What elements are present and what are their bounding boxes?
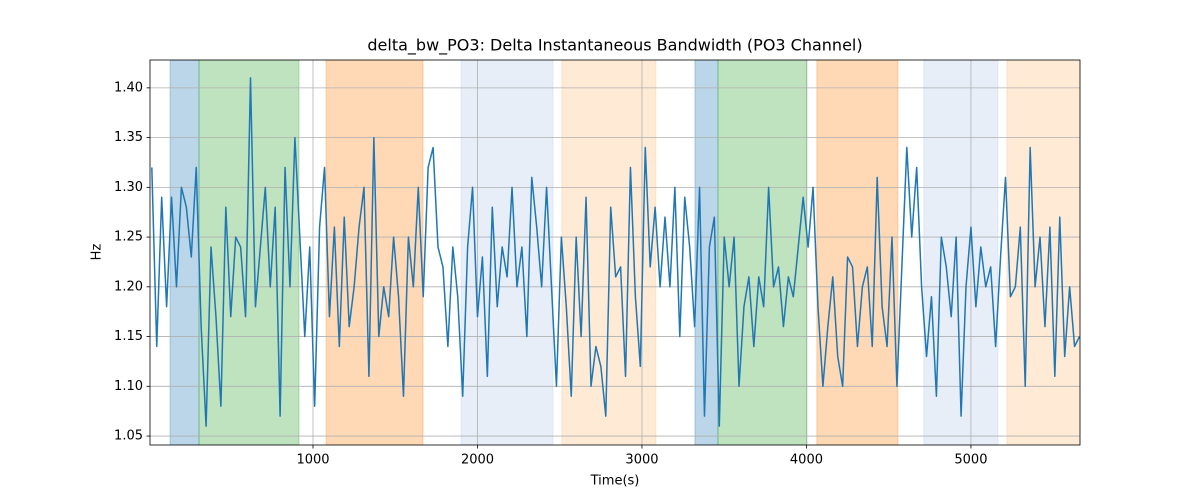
y-tick-label: 1.25	[114, 230, 143, 245]
highlight-span	[1006, 60, 1080, 445]
x-tick-label: 1000	[296, 453, 329, 468]
x-tick-label: 5000	[954, 453, 987, 468]
y-tick-label: 1.15	[114, 329, 143, 344]
y-tick-label: 1.40	[114, 80, 143, 95]
highlight-span	[460, 60, 554, 445]
y-axis-label: Hz	[90, 244, 105, 261]
x-axis-label: Time(s)	[590, 474, 640, 489]
y-tick-label: 1.05	[114, 429, 143, 444]
y-tick-label: 1.20	[114, 279, 143, 294]
x-tick-label: 2000	[461, 453, 494, 468]
x-tick-label: 3000	[625, 453, 658, 468]
plot-frame	[149, 59, 1081, 446]
chart-title: delta_bw_PO3: Delta Instantaneous Bandwi…	[367, 36, 862, 56]
highlight-span	[816, 60, 899, 445]
highlight-span	[694, 60, 719, 445]
data-line	[151, 77, 1080, 427]
highlight-span	[717, 60, 808, 445]
y-tick-label: 1.35	[114, 130, 143, 145]
x-tick-label: 4000	[790, 453, 823, 468]
y-tick-label: 1.10	[114, 379, 143, 394]
highlight-span	[325, 60, 424, 445]
y-tick-label: 1.30	[114, 180, 143, 195]
